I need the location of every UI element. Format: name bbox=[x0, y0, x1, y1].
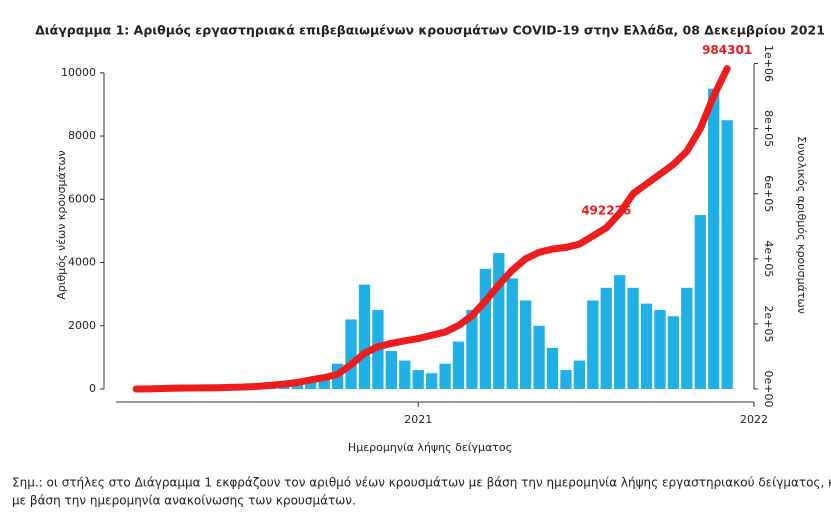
y-tick-label: 0 bbox=[89, 382, 96, 395]
bar bbox=[520, 300, 532, 389]
bar bbox=[614, 275, 626, 389]
x-tick-label: 2021 bbox=[404, 413, 432, 426]
note-line: με βάση την ημερομηνία ανακοίνωσης των κ… bbox=[12, 494, 356, 508]
y2-tick-label: 1e+06 bbox=[762, 45, 775, 82]
bar bbox=[627, 287, 639, 389]
bar bbox=[694, 215, 706, 389]
chart-title: Διάγραμμα 1: Αριθμός εργαστηριακά επιβεβ… bbox=[35, 23, 825, 38]
bar bbox=[493, 253, 505, 389]
note-line: Σημ.: οι στήλες στο Διάγραμμα 1 εκφράζου… bbox=[12, 476, 831, 490]
bar bbox=[318, 377, 330, 389]
bar bbox=[560, 370, 572, 389]
y2-tick-label: 0e+00 bbox=[762, 371, 775, 408]
y2-tick-label: 2e+05 bbox=[762, 305, 775, 342]
y-tick-label: 6000 bbox=[68, 192, 96, 205]
bar bbox=[439, 363, 451, 389]
y-tick-label: 4000 bbox=[68, 256, 96, 269]
bar bbox=[345, 319, 357, 389]
bar bbox=[399, 360, 411, 389]
bar bbox=[708, 88, 720, 389]
bar bbox=[533, 325, 545, 389]
bar bbox=[358, 284, 371, 389]
y-tick-label: 8000 bbox=[68, 129, 96, 142]
bar bbox=[654, 309, 666, 389]
bar bbox=[546, 347, 559, 389]
bar bbox=[412, 370, 424, 389]
bar bbox=[385, 351, 397, 389]
bar bbox=[681, 287, 693, 389]
bar bbox=[667, 316, 680, 389]
y-tick-label: 10000 bbox=[61, 66, 96, 79]
bar bbox=[452, 341, 465, 389]
bar bbox=[479, 268, 492, 389]
bar bbox=[466, 309, 478, 389]
y-tick-label: 2000 bbox=[68, 319, 96, 332]
bar bbox=[506, 278, 518, 389]
y2-tick-label: 4e+05 bbox=[762, 240, 775, 277]
y2-tick-label: 8e+05 bbox=[762, 110, 775, 147]
y2-tick-label: 6e+05 bbox=[762, 175, 775, 212]
bar bbox=[426, 373, 438, 389]
cumulative-line bbox=[132, 65, 731, 393]
bar bbox=[573, 360, 586, 389]
annotation: 984301 bbox=[702, 43, 752, 57]
bar bbox=[640, 303, 653, 389]
y-axis-label: Αριθμός νέων κρουσμάτων bbox=[55, 150, 68, 299]
x-tick-label: 2022 bbox=[740, 413, 768, 426]
annotation: 492226 bbox=[581, 203, 631, 217]
bar bbox=[587, 300, 599, 389]
bar bbox=[600, 287, 612, 389]
bar bbox=[305, 379, 317, 389]
bar bbox=[721, 120, 733, 389]
x-axis-label: Ημερομηνία λήψης δείγματος bbox=[348, 441, 512, 454]
y2-axis-label: Συνολικός αριθμός κρουσμάτων bbox=[795, 136, 808, 314]
